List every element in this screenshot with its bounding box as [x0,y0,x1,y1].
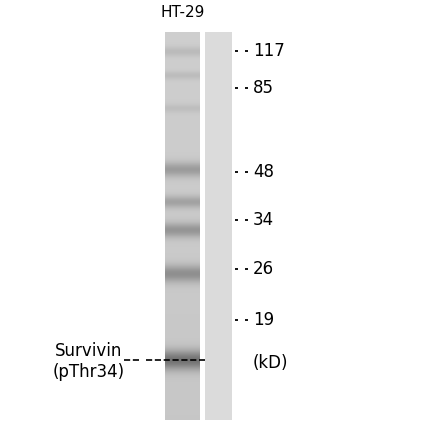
Text: 48: 48 [253,163,274,181]
Text: 26: 26 [253,260,274,278]
Text: 34: 34 [253,211,274,229]
Text: (kD): (kD) [253,355,288,373]
Text: HT-29: HT-29 [161,5,205,20]
Text: 117: 117 [253,42,285,60]
Text: Survivin
(pThr34): Survivin (pThr34) [53,342,125,381]
Text: 85: 85 [253,79,274,97]
Text: 19: 19 [253,311,274,329]
